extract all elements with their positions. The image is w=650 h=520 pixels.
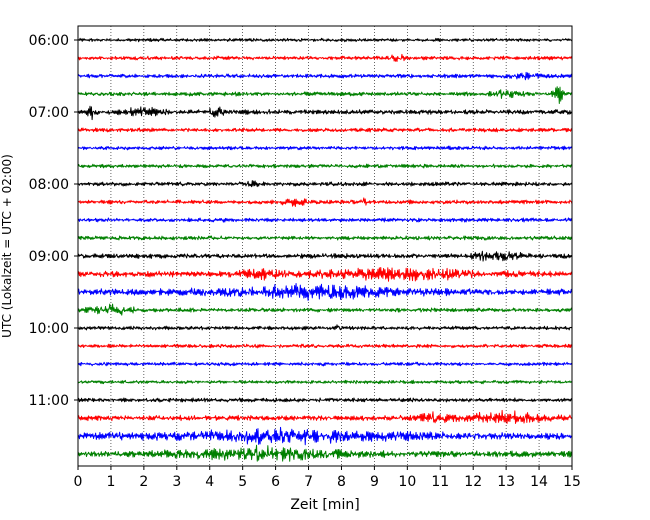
trace-0830 xyxy=(77,217,573,223)
trace-1000 xyxy=(77,324,573,331)
x-tick-label: 4 xyxy=(205,474,214,490)
x-tick-label: 6 xyxy=(271,474,280,490)
trace-1045 xyxy=(77,379,573,385)
x-tick-label: 12 xyxy=(464,474,482,490)
trace-0715 xyxy=(77,127,573,133)
y-tick-label: 07:00 xyxy=(29,105,69,121)
x-tick-label: 5 xyxy=(238,474,247,490)
trace-1030 xyxy=(77,361,573,367)
trace-0615 xyxy=(77,53,573,63)
trace-0845 xyxy=(77,235,573,241)
trace-0945 xyxy=(77,303,573,316)
x-tick-label: 9 xyxy=(370,474,379,490)
x-axis-ticks: 0 1 2 3 4 5 6 7 8 9 10 11 12 13 14 15 xyxy=(74,466,581,490)
trace-0730 xyxy=(77,145,573,151)
trace-0630 xyxy=(77,71,573,81)
trace-1130 xyxy=(77,426,573,446)
x-tick-label: 10 xyxy=(398,474,416,490)
x-tick-label: 1 xyxy=(106,474,115,490)
trace-0600 xyxy=(77,37,573,43)
x-axis-label: Zeit [min] xyxy=(290,497,359,513)
y-tick-label: 09:00 xyxy=(29,249,69,265)
y-tick-label: 08:00 xyxy=(29,177,69,193)
x-tick-label: 7 xyxy=(304,474,313,490)
trace-1100 xyxy=(77,397,573,403)
x-tick-label: 2 xyxy=(139,474,148,490)
x-tick-label: 8 xyxy=(337,474,346,490)
trace-0645 xyxy=(77,86,573,105)
x-tick-label: 15 xyxy=(563,474,581,490)
plot-background xyxy=(78,26,572,466)
trace-0700 xyxy=(77,105,573,121)
trace-1015 xyxy=(77,343,573,349)
y-axis-label: UTC (Lokalzeit = UTC + 02:00) xyxy=(0,154,14,338)
trace-0930 xyxy=(77,283,573,301)
plot-frame xyxy=(77,25,573,467)
trace-0900 xyxy=(77,250,573,262)
y-tick-label: 10:00 xyxy=(29,321,69,337)
trace-0815 xyxy=(77,197,573,207)
vertical-grid xyxy=(110,26,540,466)
x-tick-label: 3 xyxy=(172,474,181,490)
trace-0745 xyxy=(77,163,573,169)
x-tick-label: 13 xyxy=(497,474,515,490)
trace-1145 xyxy=(77,444,573,462)
x-tick-label: 11 xyxy=(431,474,449,490)
y-tick-label: 06:00 xyxy=(29,33,69,49)
trace-0800 xyxy=(77,180,573,188)
seismic-traces xyxy=(77,37,573,462)
y-axis-ticks: 06:00 07:00 08:00 09:00 10:00 11:00 xyxy=(29,33,78,409)
trace-1115 xyxy=(77,409,573,424)
y-tick-label: 11:00 xyxy=(29,393,69,409)
x-tick-label: 14 xyxy=(530,474,548,490)
x-tick-label: 0 xyxy=(74,474,83,490)
trace-0915 xyxy=(77,266,573,282)
